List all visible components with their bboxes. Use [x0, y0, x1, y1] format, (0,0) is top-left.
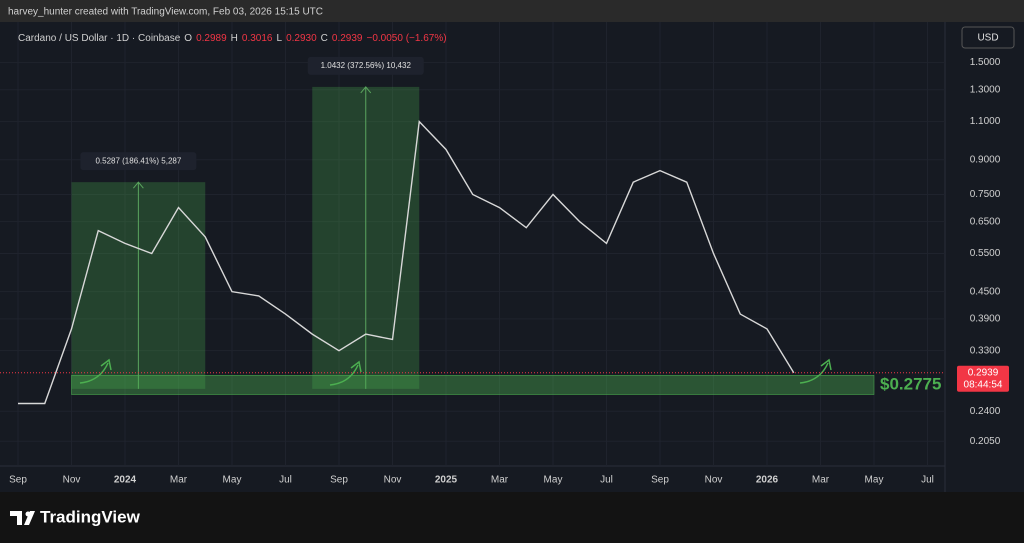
curved-arrowhead [100, 358, 112, 371]
currency-label: USD [977, 33, 998, 44]
brand: TradingView [40, 507, 141, 526]
support-zone [71, 375, 875, 395]
chart-area [0, 22, 1024, 492]
header-part: Cardano / US Dollar · 1D · Coinbase [18, 33, 181, 44]
measure-label: 1.0432 (372.56%) 10,432 [321, 61, 412, 70]
curved-arrowhead [820, 358, 832, 371]
x-tick-label: Jul [279, 475, 292, 486]
price-tag-countdown: 08:44:54 [964, 379, 1003, 390]
x-tick-label: Jul [600, 475, 613, 486]
symbol-header: Cardano / US Dollar · 1D · Coinbase O 0.29… [18, 33, 447, 44]
caption-bar [0, 0, 1024, 22]
y-tick-label: 0.7500 [970, 189, 1001, 200]
y-tick-label: 0.4500 [970, 286, 1001, 297]
header-part: C [321, 33, 328, 44]
price-line [18, 120, 795, 405]
x-tick-label: Mar [170, 475, 188, 486]
x-tick-label: Nov [384, 475, 402, 486]
x-tick-label: Nov [63, 475, 81, 486]
logo-dot [25, 511, 31, 517]
x-tick-label: Mar [812, 475, 830, 486]
caption: harvey_hunter created with TradingView.c… [8, 7, 323, 18]
x-tick-label: Sep [651, 475, 669, 486]
y-tick-label: 0.3900 [970, 314, 1001, 325]
header-part: L [277, 33, 283, 44]
x-tick-label: 2025 [435, 475, 458, 486]
y-tick-label: 0.9000 [970, 154, 1001, 165]
y-tick-label: 0.3300 [970, 345, 1001, 356]
y-tick-label: 0.2400 [970, 406, 1001, 417]
curved-arrow [79, 362, 109, 384]
x-tick-label: Jul [921, 475, 934, 486]
logo-mark [10, 511, 35, 525]
curved-arrow [329, 364, 359, 386]
header-part: 0.3016 [242, 33, 273, 44]
header-part: −0.0050 (−1.67%) [366, 33, 446, 44]
price-tag [957, 365, 1009, 392]
x-tick-label: 2026 [756, 475, 779, 486]
support-label: $0.2775 [880, 374, 941, 393]
y-tick-label: 0.5500 [970, 248, 1001, 259]
y-tick-label: 0.6500 [970, 216, 1001, 227]
logo [10, 511, 35, 525]
measure-arrowhead [360, 86, 372, 94]
y-tick-label: 1.1000 [970, 116, 1001, 127]
measure-label: 0.5287 (186.41%) 5,287 [95, 156, 181, 165]
y-tick-label: 1.5000 [970, 57, 1001, 68]
x-tick-label: Mar [491, 475, 509, 486]
measure-label-box [307, 56, 424, 75]
header-part: 0.2989 [196, 33, 227, 44]
curved-arrowhead [350, 360, 362, 373]
x-tick-label: May [865, 475, 884, 486]
measure-label-box [80, 152, 197, 171]
curved-arrow [799, 362, 829, 384]
y-tick-label: 0.2050 [970, 436, 1001, 447]
x-tick-label: 2024 [114, 475, 137, 486]
header-part: 0.2939 [332, 33, 363, 44]
x-tick-label: May [544, 475, 563, 486]
measure-arrowhead [132, 181, 144, 189]
x-tick-label: Sep [330, 475, 348, 486]
price-tag-value: 0.2939 [968, 367, 999, 378]
x-tick-label: May [223, 475, 242, 486]
x-tick-label: Sep [9, 475, 27, 486]
header-part: 0.2930 [286, 33, 317, 44]
currency-button[interactable] [961, 26, 1015, 49]
y-tick-label: 1.3000 [970, 84, 1001, 95]
x-tick-label: Nov [705, 475, 723, 486]
header-part: H [231, 33, 238, 44]
header-part: O [184, 33, 192, 44]
